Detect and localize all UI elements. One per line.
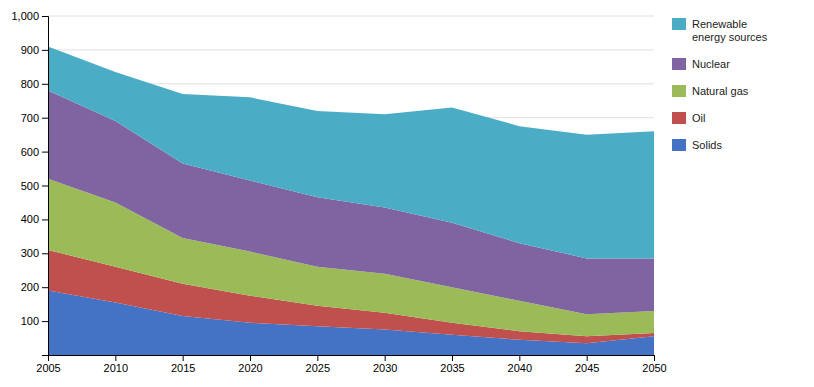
- legend-item: Solids: [672, 139, 722, 151]
- y-tick-mark: [42, 321, 48, 322]
- x-tick-mark: [115, 355, 116, 361]
- y-tick-mark: [42, 287, 48, 288]
- legend-label: Renewableenergy sources: [692, 18, 768, 43]
- x-tick: 2035: [440, 355, 464, 374]
- x-tick-label: 2015: [171, 362, 195, 374]
- x-tick: 2040: [508, 355, 532, 374]
- x-tick: 2015: [171, 355, 195, 374]
- x-tick-mark: [250, 355, 251, 361]
- y-tick-mark: [42, 84, 48, 85]
- x-tick: 2010: [104, 355, 128, 374]
- legend-item: Nuclear: [672, 58, 730, 70]
- y-tick-label: 800: [21, 78, 39, 90]
- legend-item: Renewableenergy sources: [672, 18, 768, 43]
- y-tick-label: 400: [21, 213, 39, 225]
- x-tick-mark: [452, 355, 453, 361]
- plot: 2005 2010 2015 2020 2025 2030 2035 2040 2045 2050…: [11, 10, 666, 374]
- grid-line: [48, 49, 654, 50]
- areas: [48, 47, 654, 355]
- y-tick-mark: [42, 186, 48, 187]
- x-tick-mark: [654, 355, 655, 361]
- y-tick-mark: [42, 152, 48, 153]
- x-tick-label: 2025: [306, 362, 330, 374]
- y-tick: 300: [21, 247, 48, 259]
- x-tick-label: 2040: [508, 362, 532, 374]
- legend-swatch: [672, 112, 686, 124]
- x-tick-mark: [587, 355, 588, 361]
- legend-swatch: [672, 139, 686, 151]
- y-tick-label: 900: [21, 44, 39, 56]
- y-tick: 1,000: [11, 10, 48, 22]
- x-tick-mark: [519, 355, 520, 361]
- legend: Renewableenergy sources Nuclear Natural ga…: [672, 18, 768, 151]
- y-tick: 700: [21, 112, 48, 124]
- y-tick-label: 300: [21, 247, 39, 259]
- x-axis: 2005 2010 2015 2020 2025 2030 2035 2040 2045 2050: [36, 355, 666, 374]
- legend-swatch: [672, 85, 686, 97]
- y-tick: 900: [21, 44, 48, 56]
- y-tick-mark: [42, 118, 48, 119]
- x-tick-mark: [317, 355, 318, 361]
- legend-label: Solids: [692, 139, 722, 151]
- x-tick-label: 2005: [36, 362, 60, 374]
- legend-item: Oil: [672, 112, 705, 124]
- legend-label: Natural gas: [692, 85, 749, 97]
- y-tick-label: 600: [21, 146, 39, 158]
- y-tick: 800: [21, 78, 48, 90]
- x-axis-line: [49, 356, 655, 362]
- x-tick-mark: [385, 355, 386, 361]
- y-tick: 200: [21, 281, 48, 293]
- x-tick: 2005: [36, 355, 60, 374]
- y-tick-mark: [42, 16, 48, 17]
- y-tick-mark: [42, 219, 48, 220]
- area-series: [48, 47, 654, 259]
- x-tick: 2050: [642, 355, 666, 374]
- y-tick-label: 200: [21, 281, 39, 293]
- x-tick: 2020: [238, 355, 262, 374]
- x-tick-label: 2020: [238, 362, 262, 374]
- y-tick-mark: [42, 50, 48, 51]
- y-tick: 500: [21, 180, 48, 192]
- legend-swatch: [672, 18, 686, 30]
- y-tick-label: 500: [21, 180, 39, 192]
- grid-line: [48, 16, 654, 17]
- y-tick: 400: [21, 213, 48, 225]
- x-tick-label: 2030: [373, 362, 397, 374]
- x-tick: 2025: [306, 355, 330, 374]
- x-tick-mark: [183, 355, 184, 361]
- x-tick-label: 2010: [104, 362, 128, 374]
- chart: 2005 2010 2015 2020 2025 2030 2035 2040 2045 2050…: [0, 0, 814, 387]
- legend-swatch: [672, 58, 686, 70]
- x-tick: 2045: [575, 355, 599, 374]
- y-axis: 100 200 300 400 500 600 700 800 900 1,000: [11, 10, 48, 355]
- y-tick-label: 1,000: [11, 10, 39, 22]
- y-tick: 600: [21, 146, 48, 158]
- y-tick-label: 700: [21, 112, 39, 124]
- legend-label: Oil: [692, 112, 705, 124]
- y-tick: 100: [21, 315, 48, 327]
- x-tick-label: 2035: [440, 362, 464, 374]
- legend-item: Natural gas: [672, 85, 749, 97]
- y-tick-label: 100: [21, 315, 39, 327]
- y-tick-mark: [42, 253, 48, 254]
- x-tick-label: 2045: [575, 362, 599, 374]
- x-tick: 2030: [373, 355, 397, 374]
- legend-label: Nuclear: [692, 58, 730, 70]
- y-axis-line: [42, 17, 49, 356]
- x-tick-label: 2050: [642, 362, 666, 374]
